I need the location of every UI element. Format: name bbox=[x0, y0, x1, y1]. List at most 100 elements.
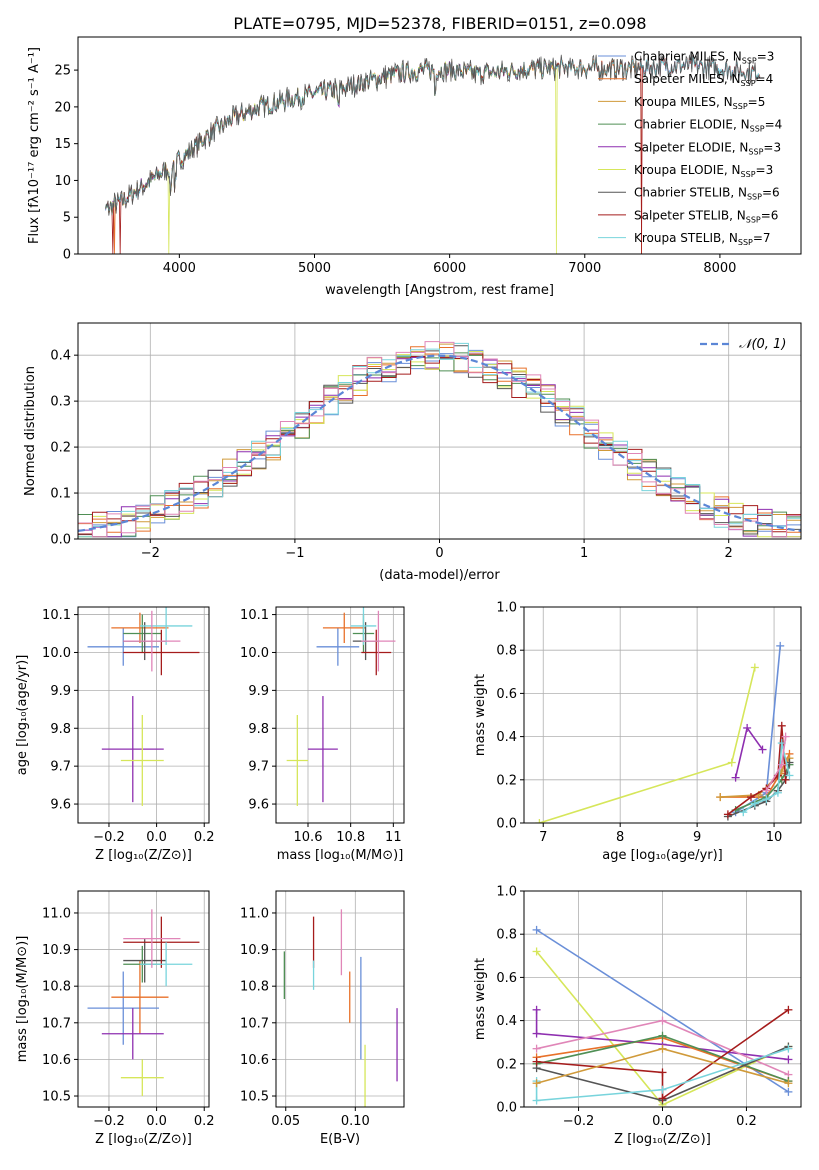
legend-label: Salpeter MILES, NSSP=4 bbox=[634, 72, 773, 88]
y-tick-label: 0.2 bbox=[50, 441, 71, 456]
x-tick-label: 7 bbox=[539, 830, 547, 845]
x-tick-label: 0.0 bbox=[652, 1114, 673, 1129]
y-axis-label: Flux [fλ10⁻¹⁷ erg cm⁻² s⁻¹ A⁻¹] bbox=[27, 47, 42, 244]
y-tick-label: 10.8 bbox=[42, 980, 71, 995]
y-tick-label: 5 bbox=[63, 211, 71, 226]
y-tick-label: 10.0 bbox=[240, 646, 269, 661]
plot-area bbox=[87, 607, 200, 806]
x-tick-label: 5000 bbox=[298, 261, 331, 276]
y-tick-label: 10 bbox=[54, 174, 71, 189]
y-tick-label: 9.7 bbox=[248, 760, 269, 775]
legend-label: Kroupa ELODIE, NSSP=3 bbox=[634, 163, 773, 179]
x-axis-label: E(B-V) bbox=[320, 1132, 360, 1147]
x-axis-label: Z [log₁₀(Z/Z⊙)] bbox=[95, 848, 192, 863]
y-tick-label: 0 bbox=[63, 248, 71, 263]
y-tick-label: 0.4 bbox=[496, 1014, 517, 1029]
y-tick-label: 1.0 bbox=[496, 601, 517, 616]
x-axis-label: Z [log₁₀(Z/Z⊙)] bbox=[95, 1132, 192, 1147]
y-tick-label: 1.0 bbox=[496, 885, 517, 900]
spectrum-panel: 4000 5000 6000 7000 8000 0 5 10 15 20 25 wavelength… bbox=[27, 36, 802, 298]
x-tick-label: 10 bbox=[766, 830, 783, 845]
x-tick-label: 0.0 bbox=[146, 1114, 167, 1129]
x-tick-label: 0.2 bbox=[736, 1114, 757, 1129]
spectrum-line bbox=[105, 59, 558, 213]
axes-frame bbox=[77, 36, 802, 255]
plot-area bbox=[105, 54, 761, 254]
y-tick-label: 11.0 bbox=[42, 906, 71, 921]
y-tick-label: 10.1 bbox=[42, 608, 71, 623]
y-tick-label: 10.5 bbox=[42, 1090, 71, 1105]
x-tick-label: 6000 bbox=[433, 261, 466, 276]
spectrum-line bbox=[105, 58, 558, 214]
y-tick-label: 0.6 bbox=[496, 687, 517, 702]
weight-line bbox=[742, 742, 791, 813]
y-tick-label: 10.1 bbox=[240, 608, 269, 623]
y-tick-label: 9.8 bbox=[248, 722, 269, 737]
x-tick-label: 1 bbox=[580, 546, 588, 561]
y-axis-label: age [log₁₀(age/yr)] bbox=[15, 655, 30, 776]
x-tick-label: 0.10 bbox=[341, 1114, 370, 1129]
y-tick-label: 0.0 bbox=[496, 817, 517, 832]
z-mass-panel: −0.2 0.0 0.2 10.5 10.6 10.7 10.8 10.9 11.0 Z [log… bbox=[15, 890, 215, 1147]
x-tick-label: −2 bbox=[141, 546, 160, 561]
z-age-panel: −0.2 0.0 0.2 9.6 9.7 9.8 9.9 10.0 10.1 Z [log₁₀(Z… bbox=[15, 606, 215, 863]
z-weight-panel: −0.2 0.0 0.2 0.0 0.2 0.4 0.6 0.8 1.0 Z [log₁₀(Z/Z… bbox=[473, 885, 802, 1147]
y-axis-label: mass weight bbox=[473, 958, 488, 1040]
y-tick-label: 9.7 bbox=[50, 760, 71, 775]
y-tick-label: 10.9 bbox=[240, 943, 269, 958]
x-tick-label: 9 bbox=[693, 830, 701, 845]
x-tick-label: 0.2 bbox=[194, 1114, 215, 1129]
y-tick-label: 10.6 bbox=[240, 1053, 269, 1068]
weight-line bbox=[535, 1047, 789, 1102]
x-tick-label: 8 bbox=[616, 830, 624, 845]
y-tick-label: 10.5 bbox=[240, 1090, 269, 1105]
x-tick-label: 10.6 bbox=[294, 830, 323, 845]
y-tick-label: 0.4 bbox=[50, 349, 71, 364]
legend-label: Kroupa MILES, NSSP=5 bbox=[634, 95, 765, 111]
x-tick-label: −0.2 bbox=[93, 830, 125, 845]
legend-label: Salpeter ELODIE, NSSP=3 bbox=[634, 140, 781, 156]
axes-frame bbox=[275, 890, 405, 1108]
y-tick-label: 0.3 bbox=[50, 395, 71, 410]
y-tick-label: 9.8 bbox=[50, 722, 71, 737]
axes-frame bbox=[77, 890, 210, 1108]
x-tick-label: 7000 bbox=[568, 261, 601, 276]
y-tick-label: 0.8 bbox=[496, 928, 517, 943]
y-axis-label: mass [log₁₀(M/M⊙)] bbox=[15, 936, 30, 1063]
legend-label: Kroupa STELIB, NSSP=7 bbox=[634, 231, 771, 247]
plot-area bbox=[283, 909, 398, 1107]
legend-label: Salpeter STELIB, NSSP=6 bbox=[634, 208, 778, 224]
y-tick-label: 10.8 bbox=[240, 980, 269, 995]
spectrum-line bbox=[105, 58, 642, 254]
legend-label: Chabrier STELIB, NSSP=6 bbox=[634, 186, 780, 202]
weight-line bbox=[535, 1009, 789, 1061]
axes-frame bbox=[275, 606, 405, 824]
x-tick-label: 11 bbox=[385, 830, 402, 845]
x-axis-label: wavelength [Angstrom, rest frame] bbox=[325, 283, 554, 298]
y-tick-label: 0.1 bbox=[50, 487, 71, 502]
x-axis-label: age [log₁₀(age/yr)] bbox=[602, 848, 723, 863]
y-tick-label: 0.8 bbox=[496, 644, 517, 659]
histogram-steps bbox=[78, 350, 801, 538]
x-axis-label: (data-model)/error bbox=[379, 568, 500, 583]
ebv-mass-panel: 0.05 0.10 10.5 10.6 10.7 10.8 10.9 11.0 E(B-V) bbox=[240, 890, 405, 1147]
x-axis-label: mass [log₁₀(M/M⊙)] bbox=[277, 848, 404, 863]
y-tick-label: 10.6 bbox=[42, 1053, 71, 1068]
y-tick-label: 15 bbox=[54, 137, 71, 152]
weight-line bbox=[734, 726, 764, 778]
y-tick-label: 25 bbox=[54, 64, 71, 79]
histogram-steps bbox=[78, 352, 801, 538]
x-tick-label: 8000 bbox=[703, 261, 736, 276]
figure-title: PLATE=0795, MJD=52378, FIBERID=0151, z=0… bbox=[233, 14, 646, 33]
y-tick-label: 9.6 bbox=[50, 798, 71, 813]
y-tick-label: 20 bbox=[54, 100, 71, 115]
weight-line bbox=[536, 1009, 789, 1100]
x-axis-label: Z [log₁₀(Z/Z⊙)] bbox=[614, 1132, 711, 1147]
x-tick-label: 0 bbox=[435, 546, 443, 561]
y-tick-label: 0.2 bbox=[496, 773, 517, 788]
plot-area bbox=[535, 641, 794, 823]
x-tick-label: −1 bbox=[285, 546, 304, 561]
y-tick-label: 9.9 bbox=[50, 684, 71, 699]
plot-area bbox=[532, 925, 793, 1107]
